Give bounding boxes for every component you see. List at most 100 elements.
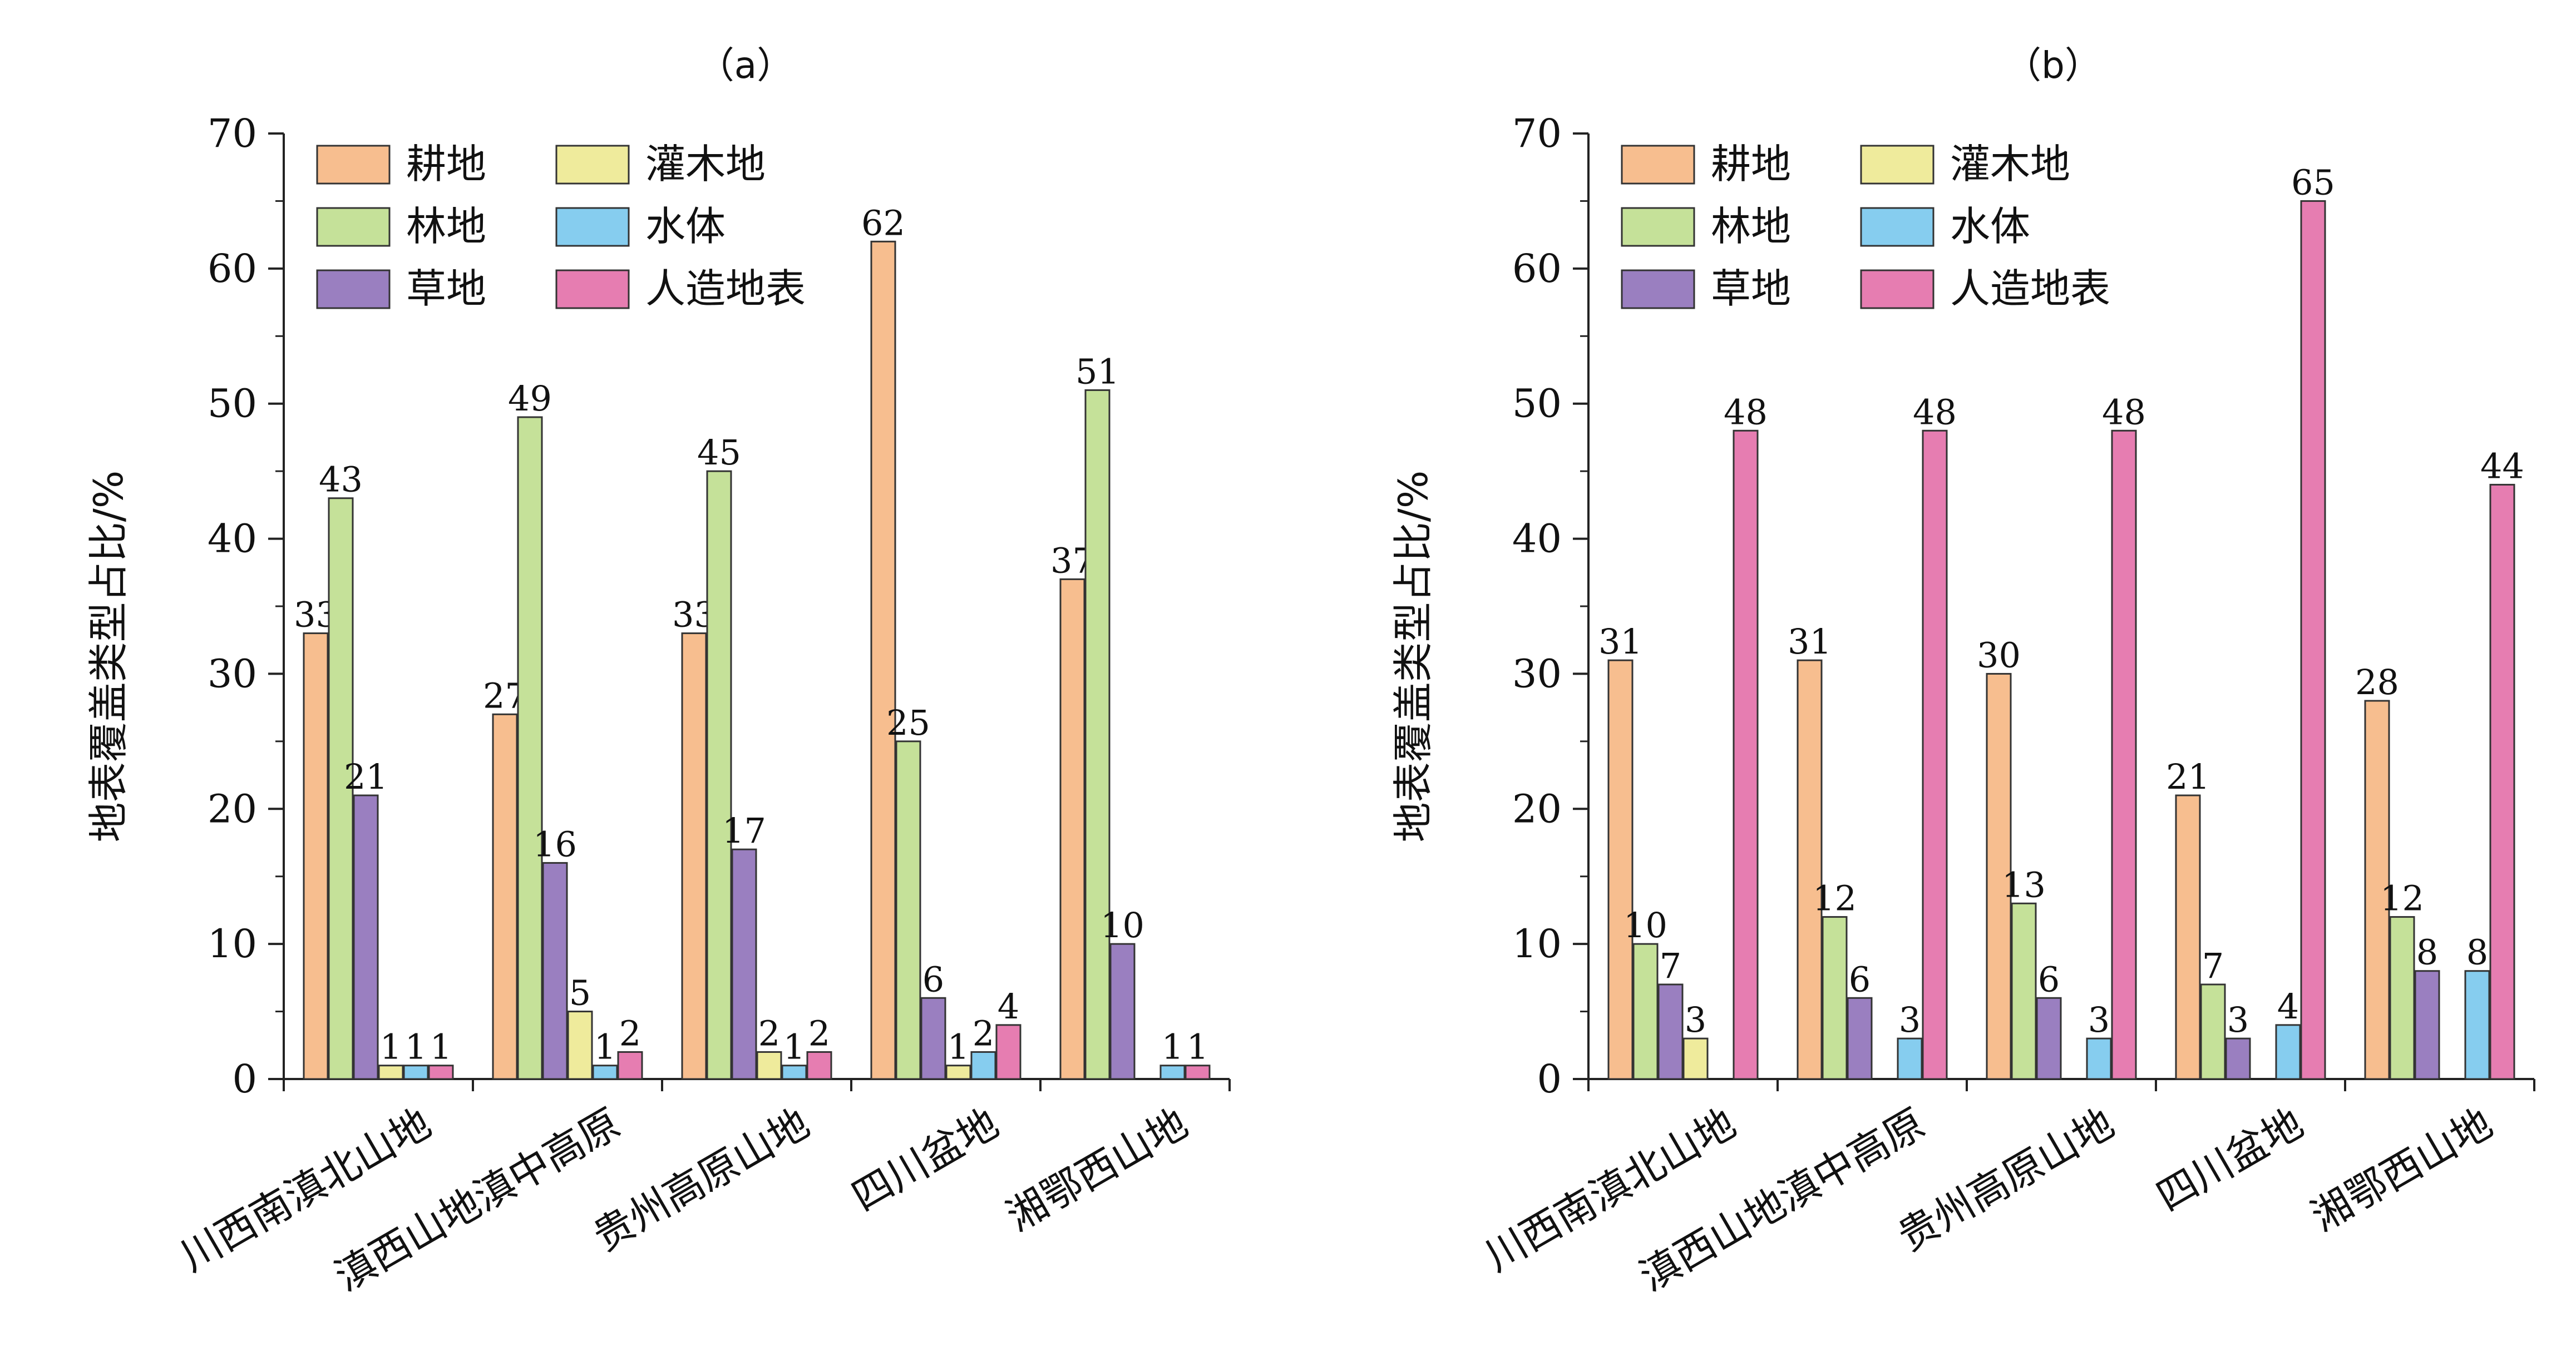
bar-林地: [895, 740, 921, 1080]
bar-灌木地: [945, 1065, 971, 1080]
bar-人造地表: [2111, 429, 2137, 1080]
bar-耕地: [1607, 659, 1634, 1080]
bar-林地: [706, 470, 732, 1080]
bar-草地: [2036, 997, 2062, 1080]
bar-水体: [970, 1051, 996, 1080]
bar-耕地: [870, 240, 896, 1080]
bar-耕地: [2364, 700, 2390, 1080]
legend-label: 人造地表: [1950, 265, 2110, 312]
data-label: 48: [2102, 392, 2146, 432]
data-label: 2: [758, 1013, 780, 1053]
legend-swatch: [316, 207, 391, 247]
data-label: 25: [886, 702, 930, 743]
data-label: 7: [2202, 946, 2224, 986]
y-tick-label: 20: [1512, 786, 1562, 832]
y-tick-label: 30: [208, 651, 257, 696]
data-label: 6: [2038, 959, 2060, 999]
data-label: 31: [1598, 621, 1642, 662]
bar-人造地表: [617, 1051, 643, 1080]
data-label: 13: [2002, 864, 2046, 905]
x-category-label: 贵州高原山地: [585, 1100, 817, 1260]
data-label: 10: [1623, 905, 1667, 946]
data-label: 4: [2277, 986, 2299, 1027]
y-tick-label: 30: [1512, 651, 1562, 696]
bar-人造地表: [806, 1051, 832, 1080]
bar-耕地: [303, 632, 329, 1080]
y-tick-label: 20: [208, 786, 257, 832]
y-tick-label: 40: [1512, 516, 1562, 562]
data-label: 65: [2291, 162, 2335, 202]
bar-灌木地: [1682, 1037, 1709, 1080]
legend-label: 人造地表: [645, 265, 806, 312]
bar-灌木地: [756, 1051, 782, 1080]
legend-swatch: [555, 145, 630, 185]
data-label: 2: [973, 1013, 994, 1053]
chart-panel-b: （b）010203040506070地表覆盖类型占比/%川西南滇北山地滇西山地滇…: [1390, 44, 2535, 1300]
bar-耕地: [1059, 578, 1085, 1080]
data-label: 1: [405, 1027, 427, 1067]
legend-swatch: [1860, 269, 1935, 309]
data-label: 1: [1162, 1027, 1183, 1067]
y-axis-label: 地表覆盖类型占比/%: [1390, 471, 1437, 843]
legend-swatch: [1860, 145, 1935, 185]
legend-label: 水体: [645, 203, 726, 250]
bar-水体: [2275, 1024, 2301, 1080]
legend-swatch: [1621, 207, 1695, 247]
x-category-label: 四川盆地: [2149, 1100, 2311, 1220]
y-tick-label: 10: [1512, 921, 1562, 967]
chart-panel-a: （a）010203040506070地表覆盖类型占比/%川西南滇北山地滇西山地滇…: [85, 44, 1231, 1300]
bar-林地: [1084, 389, 1111, 1080]
x-category-label: 湘鄂西山地: [999, 1100, 1196, 1240]
bar-林地: [2011, 902, 2037, 1080]
data-label: 8: [2466, 932, 2488, 973]
y-tick-label: 0: [1537, 1056, 1562, 1102]
data-label: 49: [508, 378, 552, 419]
legend-label: 灌木地: [1950, 141, 2070, 187]
bar-林地: [2389, 916, 2415, 1080]
data-label: 28: [2355, 662, 2399, 702]
data-label: 1: [948, 1027, 969, 1067]
legend-label: 耕地: [1711, 141, 1791, 187]
bar-灌木地: [567, 1011, 593, 1080]
bar-草地: [1847, 997, 1873, 1080]
legend-label: 耕地: [406, 141, 486, 187]
data-label: 1: [430, 1027, 452, 1067]
data-label: 12: [2380, 878, 2424, 919]
legend-swatch: [555, 269, 630, 309]
bar-耕地: [492, 713, 518, 1080]
bar-草地: [353, 794, 379, 1080]
legend-swatch: [555, 207, 630, 247]
legend-label: 草地: [406, 265, 486, 312]
bar-人造地表: [1922, 429, 1948, 1080]
data-label: 3: [2088, 999, 2110, 1040]
data-label: 1: [1187, 1027, 1208, 1067]
x-category-label: 四川盆地: [844, 1100, 1006, 1220]
x-category-label: 湘鄂西山地: [2303, 1100, 2500, 1240]
data-label: 21: [2166, 756, 2210, 797]
y-tick-label: 10: [208, 921, 257, 967]
data-label: 7: [1660, 946, 1681, 986]
data-label: 5: [569, 973, 591, 1013]
bar-草地: [1657, 983, 1684, 1080]
x-category-label: 贵州高原山地: [1890, 1100, 2121, 1260]
bar-人造地表: [1733, 429, 1759, 1080]
data-label: 31: [1788, 621, 1832, 662]
data-label: 3: [2227, 999, 2249, 1040]
data-label: 12: [1813, 878, 1857, 919]
bar-耕地: [1986, 672, 2012, 1080]
bar-人造地表: [995, 1024, 1021, 1080]
data-label: 3: [1685, 999, 1706, 1040]
y-tick-label: 50: [208, 381, 257, 427]
bar-人造地表: [2489, 483, 2515, 1080]
bar-水体: [1159, 1065, 1186, 1080]
y-tick-label: 50: [1512, 381, 1562, 427]
data-label: 2: [808, 1013, 830, 1053]
y-tick-label: 70: [1512, 111, 1562, 156]
data-label: 43: [319, 459, 363, 500]
bar-人造地表: [428, 1065, 454, 1080]
legend-swatch: [1860, 207, 1935, 247]
data-label: 17: [722, 810, 766, 851]
data-label: 4: [998, 986, 1019, 1027]
data-label: 1: [594, 1027, 616, 1067]
